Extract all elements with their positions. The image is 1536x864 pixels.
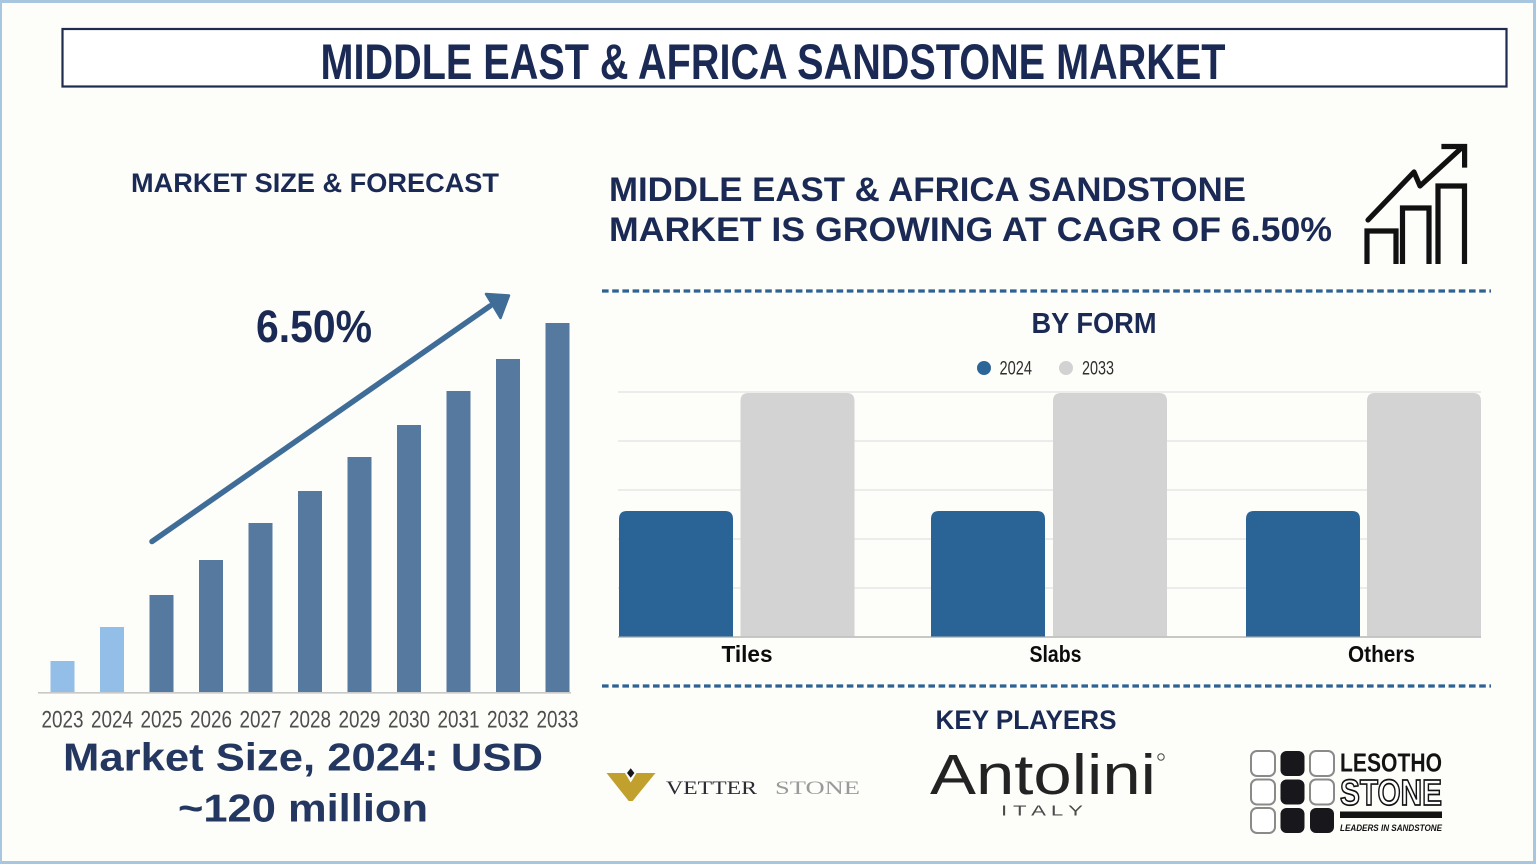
- svg-text:Others: Others: [1348, 641, 1415, 667]
- svg-text:VETTER: VETTER: [666, 778, 757, 799]
- svg-text:2033: 2033: [1082, 359, 1114, 380]
- svg-text:MIDDLE EAST & AFRICA SANDSTONE: MIDDLE EAST & AFRICA SANDSTONE: [609, 171, 1246, 209]
- svg-text:MARKET IS GROWING AT CAGR OF 6: MARKET IS GROWING AT CAGR OF 6.50%: [609, 211, 1332, 249]
- svg-text:MIDDLE EAST & AFRICA SANDSTONE: MIDDLE EAST & AFRICA SANDSTONE MARKET: [321, 34, 1226, 90]
- svg-text:KEY PLAYERS: KEY PLAYERS: [936, 705, 1117, 735]
- svg-text:LEADERS IN SANDSTONE: LEADERS IN SANDSTONE: [1340, 823, 1443, 834]
- svg-text:~120 million: ~120 million: [178, 788, 428, 831]
- svg-text:I T A L Y: I T A L Y: [1001, 803, 1083, 820]
- svg-text:2024: 2024: [91, 707, 133, 734]
- svg-text:2025: 2025: [141, 707, 183, 734]
- svg-text:2023: 2023: [42, 707, 84, 734]
- svg-text:Antolini: Antolini: [930, 743, 1156, 807]
- svg-text:2031: 2031: [438, 707, 480, 734]
- svg-text:2024: 2024: [1000, 359, 1033, 380]
- svg-text:STONE: STONE: [1340, 772, 1442, 813]
- svg-text:2028: 2028: [289, 707, 331, 734]
- svg-text:6.50%: 6.50%: [256, 301, 372, 352]
- svg-text:Market Size, 2024: USD: Market Size, 2024: USD: [63, 737, 543, 780]
- svg-text:2030: 2030: [388, 707, 430, 734]
- svg-text:2029: 2029: [339, 707, 381, 734]
- svg-text:2033: 2033: [537, 707, 579, 734]
- svg-text:BY FORM: BY FORM: [1032, 308, 1157, 340]
- svg-text:LESOTHO: LESOTHO: [1340, 748, 1442, 778]
- svg-text:Tiles: Tiles: [722, 641, 773, 667]
- svg-text:STONE: STONE: [775, 778, 860, 799]
- svg-text:2027: 2027: [240, 707, 282, 734]
- svg-text:MARKET SIZE & FORECAST: MARKET SIZE & FORECAST: [131, 168, 499, 198]
- svg-text:2032: 2032: [487, 707, 529, 734]
- svg-text:2026: 2026: [190, 707, 232, 734]
- svg-text:Slabs: Slabs: [1030, 641, 1082, 667]
